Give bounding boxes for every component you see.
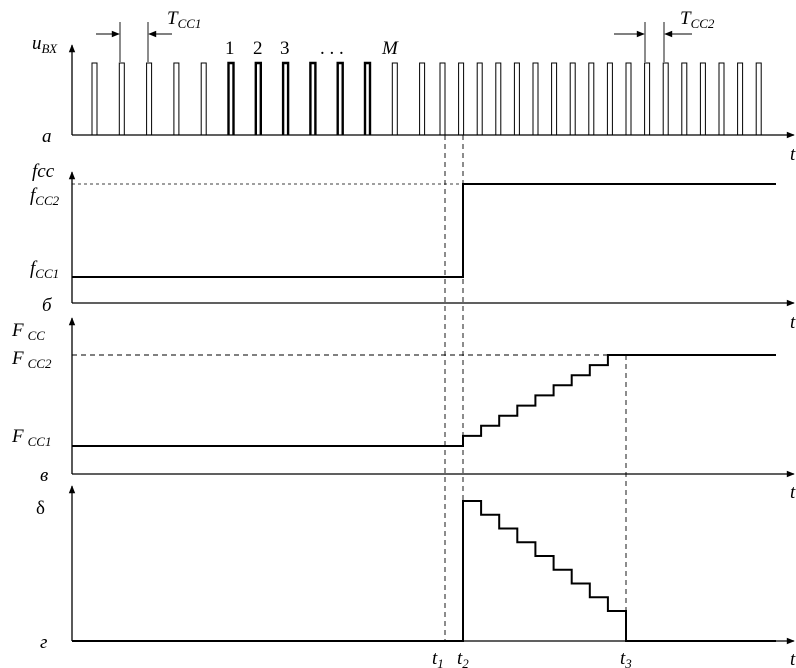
t1-label: t1 — [432, 648, 444, 668]
panel-v-letter: в — [40, 465, 48, 486]
panel-a-ylabel: uВХ — [32, 33, 58, 56]
input-pulse — [495, 62, 502, 135]
input-pulse — [737, 62, 744, 135]
input-pulse — [146, 62, 153, 135]
period-tcc2-marker: TСС2 — [614, 8, 715, 62]
input-pulse — [419, 62, 426, 135]
pulse-number-3: 3 — [280, 38, 290, 59]
input-pulse — [625, 62, 632, 135]
period-tcc1-label: TСС1 — [167, 8, 201, 31]
input-pulse — [363, 61, 372, 135]
period-tcc2-label: TСС2 — [680, 8, 715, 31]
panel-a-letter: а — [42, 126, 52, 147]
panel-b-level-high: fСС2 — [30, 185, 60, 208]
input-pulse — [513, 62, 520, 135]
time-guides — [444, 135, 627, 641]
panel-v-level-high: F СС2 — [11, 348, 52, 371]
panel-g-error-signal — [72, 500, 776, 642]
panel-v: F СС F СС2 F СС1 в t — [11, 317, 796, 503]
panel-a: uВХ а t TСС1 TСС2 1 2 3 . . . M — [32, 8, 796, 165]
period-tcc1-marker: TСС1 — [96, 8, 201, 62]
t2-label: t2 — [457, 648, 469, 668]
input-pulse — [755, 62, 762, 135]
panel-b-ylabel: fcc — [32, 161, 55, 182]
input-pulse — [391, 62, 398, 135]
input-pulse — [439, 62, 446, 135]
input-pulse — [699, 62, 706, 135]
input-pulse — [173, 62, 180, 135]
input-pulse — [458, 62, 465, 135]
input-pulse — [588, 62, 595, 135]
input-pulse — [551, 62, 558, 135]
input-pulse — [227, 61, 235, 135]
panel-b-letter: б — [42, 295, 53, 316]
panel-b-frequency-signal — [72, 183, 776, 278]
panel-b-level-low: fСС1 — [30, 258, 59, 281]
pulse-number-m: M — [381, 38, 399, 59]
panel-b: fcc fСС2 fСС1 б t — [30, 161, 796, 333]
input-pulse — [644, 62, 651, 135]
input-pulse — [309, 61, 317, 135]
pulse-number-ellipsis: . . . — [320, 38, 344, 59]
input-pulse — [200, 62, 207, 135]
panel-g-xlabel: t — [790, 649, 796, 668]
panel-g-ylabel: δ — [36, 498, 45, 519]
input-pulse — [532, 62, 539, 135]
input-pulse — [681, 62, 688, 135]
panel-b-xlabel: t — [790, 312, 796, 333]
pulse-number-1: 1 — [225, 38, 235, 59]
input-pulse — [606, 62, 613, 135]
input-pulse — [254, 61, 262, 135]
panel-g-letter: г — [40, 632, 47, 653]
input-pulse — [569, 62, 576, 135]
input-pulse — [91, 62, 98, 135]
panel-v-ylabel: F СС — [11, 320, 45, 343]
pulse-number-2: 2 — [253, 38, 263, 59]
input-pulse — [281, 61, 290, 135]
input-pulse — [118, 62, 125, 135]
panel-v-xlabel: t — [790, 482, 796, 503]
panel-a-xlabel: t — [790, 144, 796, 165]
input-pulse-train — [91, 61, 762, 135]
input-pulse — [476, 62, 483, 135]
t3-label: t3 — [620, 648, 632, 668]
input-pulse — [336, 61, 344, 135]
panel-v-level-low: F СС1 — [11, 426, 51, 449]
input-pulse — [718, 62, 725, 135]
panel-v-staircase-signal — [72, 354, 776, 447]
panel-g: δ г t — [36, 485, 796, 668]
input-pulse — [662, 62, 669, 135]
